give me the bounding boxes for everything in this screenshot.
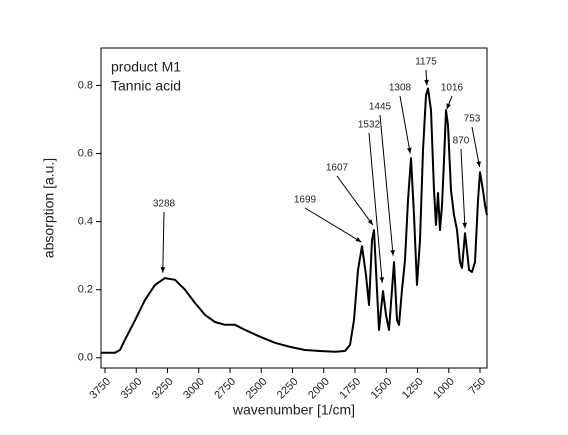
arrow-head (379, 277, 385, 283)
arrow-head (424, 79, 429, 86)
spectrum-line (101, 87, 488, 354)
annotation-label: 1308 (389, 83, 412, 94)
annotation-label: 1699 (294, 195, 317, 206)
annotation-arrow (368, 132, 383, 283)
y-tick-label: 0.4 (78, 216, 93, 228)
x-tick-label: 750 (467, 376, 488, 397)
x-tick-label: 1250 (400, 376, 426, 402)
x-tick-label: 2750 (212, 376, 238, 402)
x-tick-label: 1750 (337, 376, 363, 402)
arrow-head (390, 249, 395, 256)
x-axis-label: wavenumber [1/cm] (232, 402, 355, 418)
x-tick-label: 2250 (275, 376, 301, 402)
annotation-label: 753 (464, 114, 481, 125)
x-tick-label: 3750 (87, 376, 113, 402)
annotation-label: 1175 (415, 57, 437, 68)
arrow-head (476, 161, 481, 168)
annotation-label: 1445 (369, 102, 392, 113)
x-tick-label: 1000 (431, 376, 457, 402)
y-tick-label: 0.2 (78, 284, 93, 296)
annotation-arrow (162, 211, 165, 273)
arrow-head (355, 237, 362, 243)
plot-frame (100, 47, 488, 369)
y-axis-label: absorption [a.u.] (41, 158, 57, 258)
x-tick-label: 3500 (119, 376, 145, 402)
x-tick-label: 2000 (306, 376, 332, 402)
annotation-label: 1607 (326, 163, 349, 174)
y-tick-label: 0.8 (78, 79, 93, 91)
annotation-label: 870 (453, 136, 470, 147)
arrow-head (462, 222, 468, 229)
arrow-head (367, 219, 373, 226)
y-tick-label: 0.0 (78, 352, 93, 364)
arrow-head (406, 147, 412, 154)
x-tick-label: 1500 (369, 376, 395, 402)
annotation-arrow (460, 148, 466, 229)
annotation-arrow (304, 207, 362, 243)
x-tick-label: 3250 (150, 376, 176, 402)
annotation-arrow (379, 114, 394, 256)
annotation-arrow (336, 175, 374, 226)
annotation-label: 3288 (153, 199, 176, 210)
x-tick-label: 3000 (181, 376, 207, 402)
annotation-label: 1016 (441, 83, 464, 94)
y-tick-label: 0.6 (78, 147, 93, 159)
arrow-head (446, 103, 451, 110)
annotation-arrow (399, 95, 411, 154)
x-tick-label: 2500 (244, 376, 270, 402)
annotation-label: 1532 (358, 120, 381, 131)
legend-text: product M1 (111, 59, 181, 75)
arrow-head (160, 267, 166, 273)
legend-text: Tannic acid (111, 78, 181, 94)
annotation-arrow (471, 126, 481, 168)
